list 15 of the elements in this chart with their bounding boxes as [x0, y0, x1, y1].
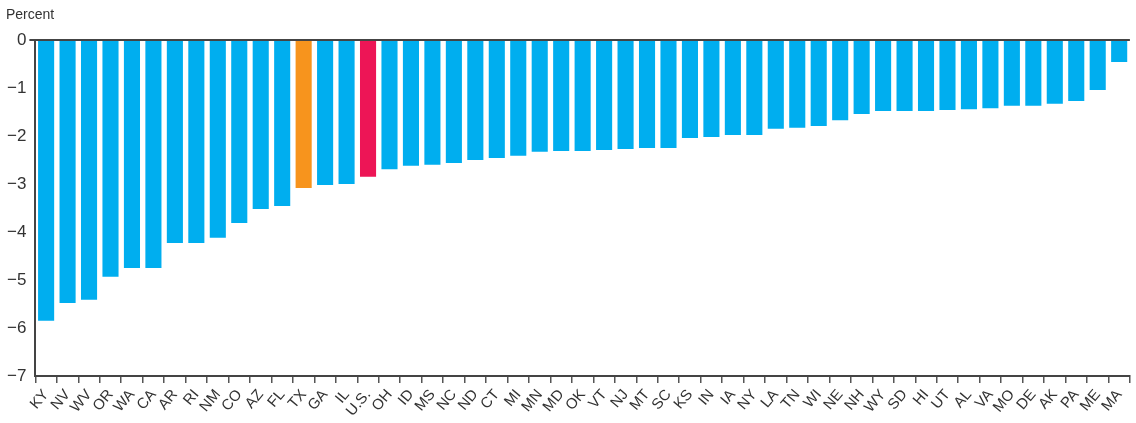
x-tick-label: SD	[883, 385, 911, 413]
y-tick-label: −4	[6, 221, 27, 241]
y-tick-label: −2	[6, 125, 27, 145]
y-tick-label: −1	[6, 77, 27, 97]
x-tick-label: VT	[584, 385, 610, 412]
y-tick-label: −5	[6, 269, 27, 289]
x-tick-label: CT	[476, 385, 503, 412]
x-tick-label: DE	[1012, 385, 1039, 413]
y-tick-label: −7	[6, 365, 27, 385]
x-tick-label: KS	[669, 385, 696, 412]
y-axis-title: Percent	[6, 6, 55, 22]
y-tick-label: −3	[6, 173, 27, 193]
y-tick-label: −6	[6, 317, 27, 337]
x-tick-label: IN	[694, 385, 717, 408]
y-tick-label: 0	[16, 29, 27, 49]
